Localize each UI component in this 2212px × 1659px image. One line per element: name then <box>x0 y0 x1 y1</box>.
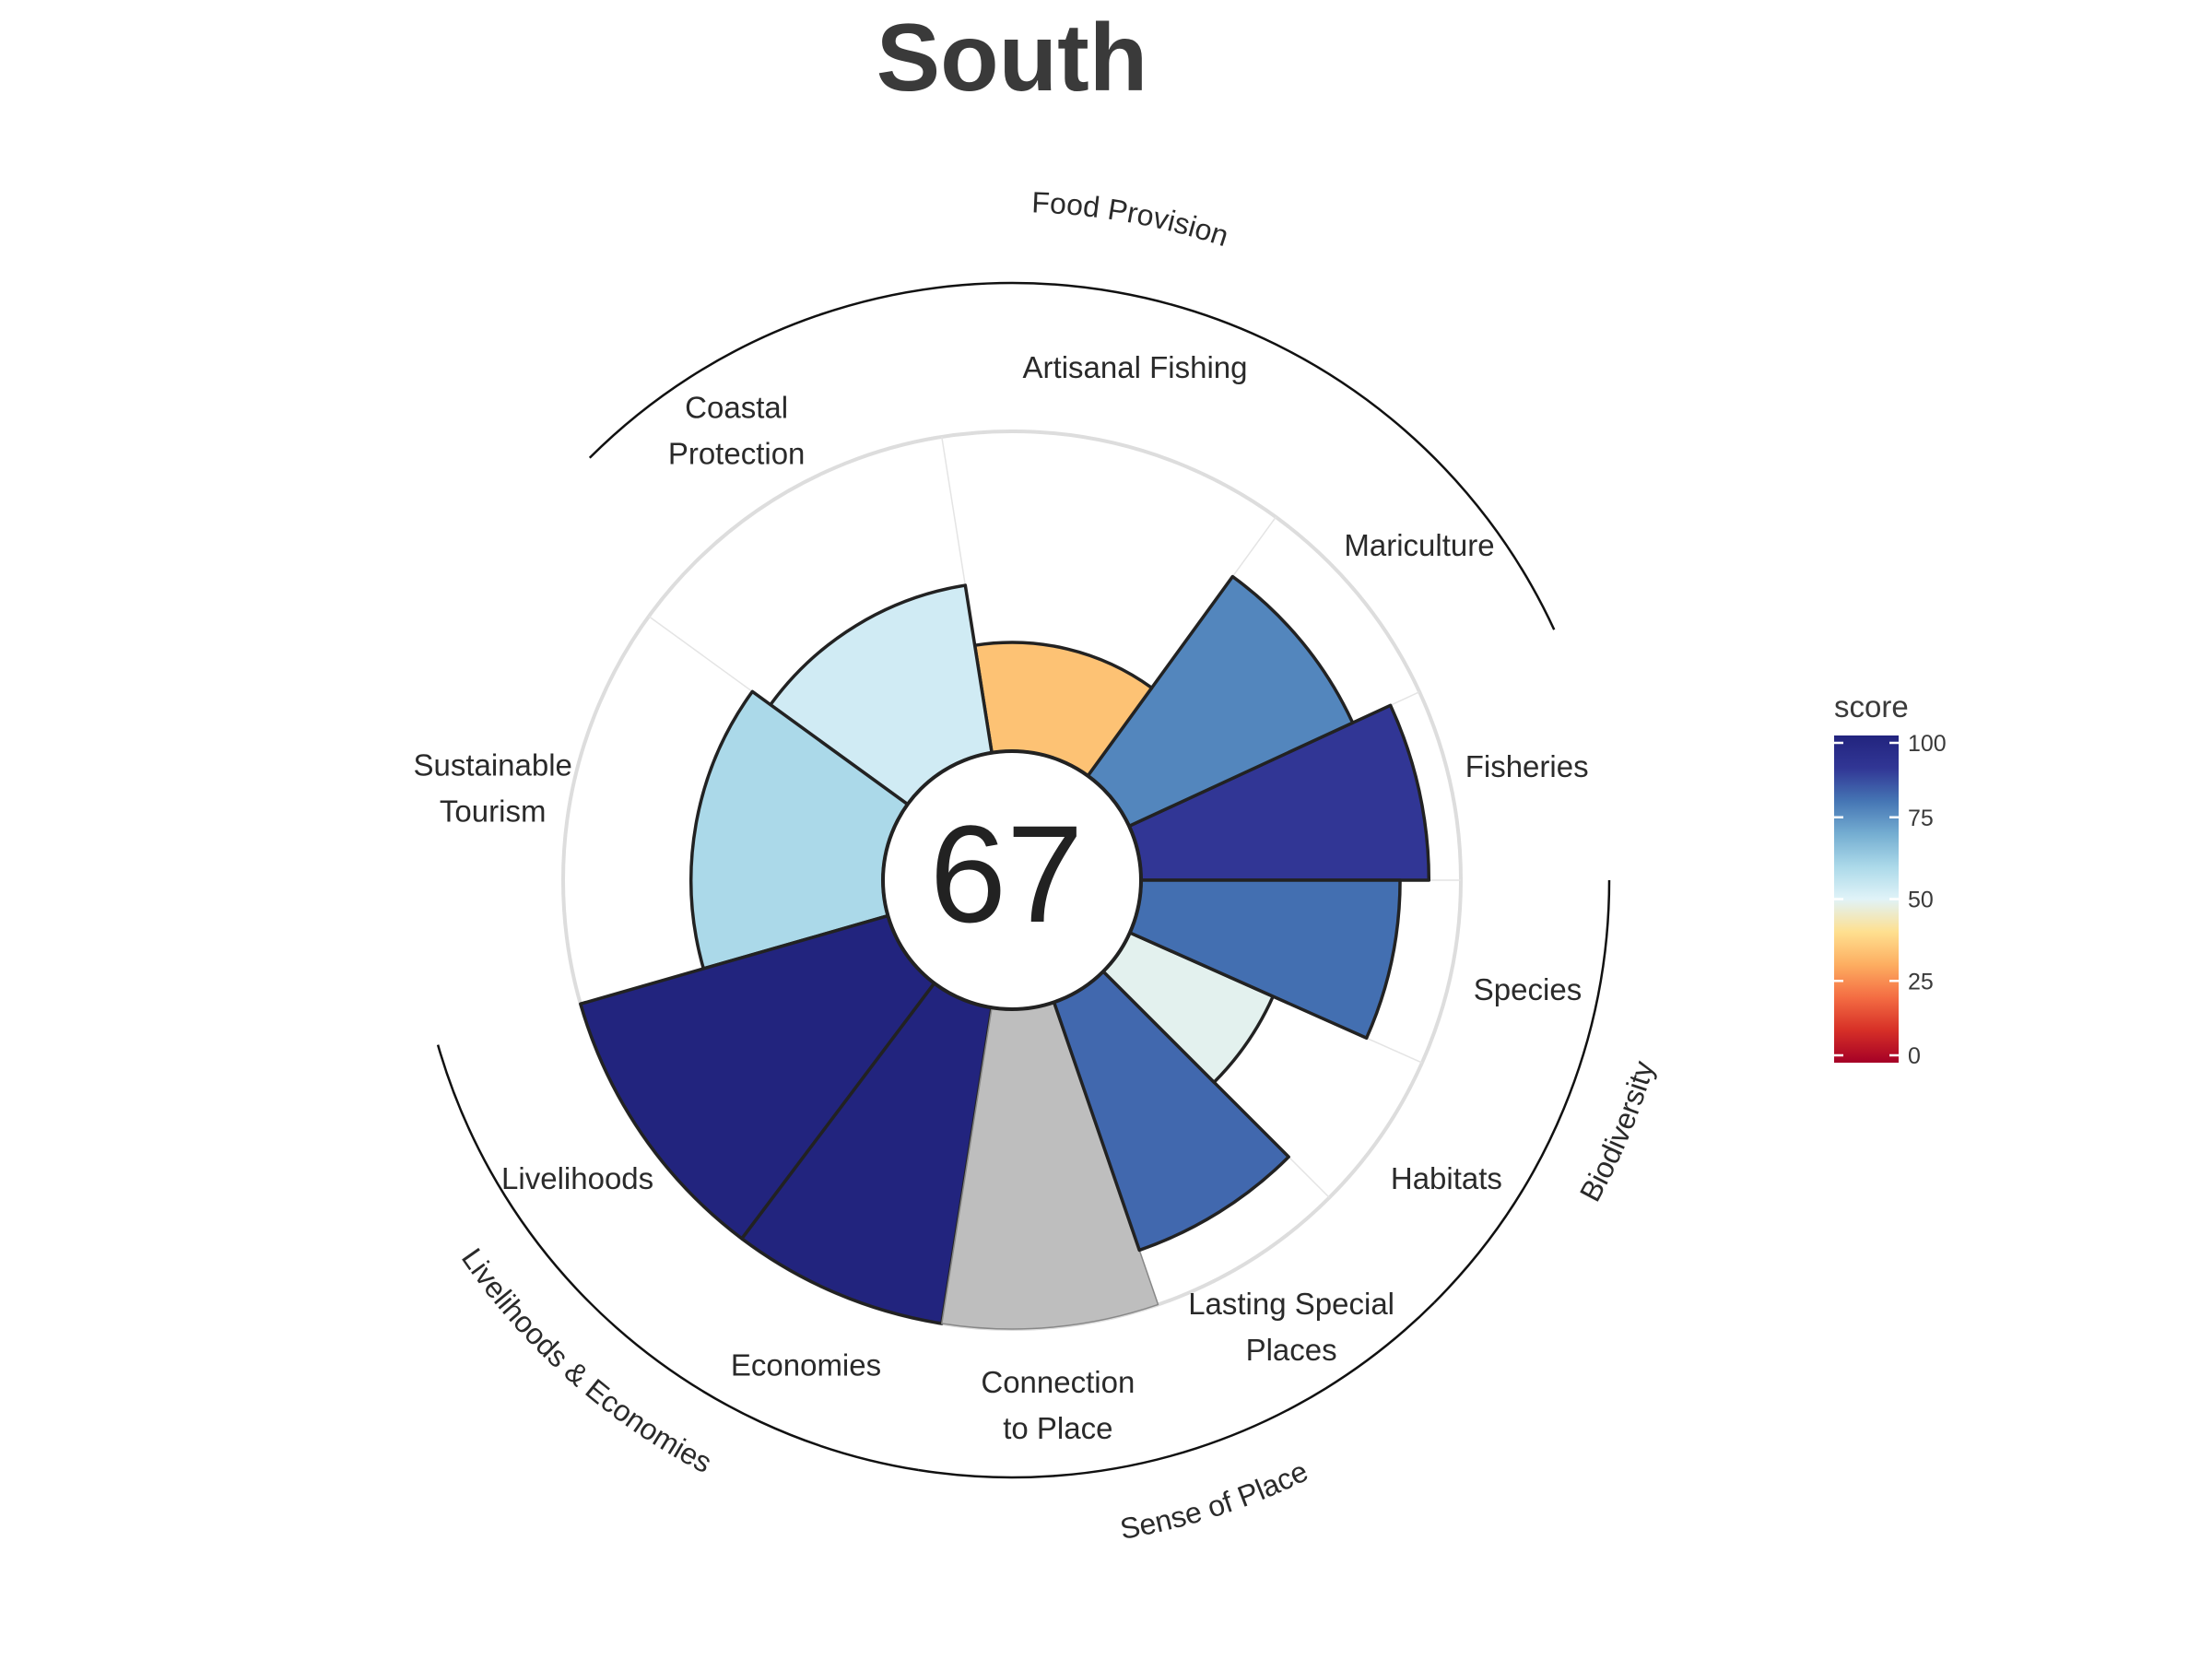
petal-label-coastal-protection: Coastal Protection <box>668 390 806 470</box>
petals <box>579 574 1431 1330</box>
center-circle <box>881 749 1143 1011</box>
petal-label-connection-to-place: Connection to Place <box>981 1365 1135 1445</box>
petal-label-sustainable-tourism: Sustainable Tourism <box>413 748 571 829</box>
petal-label-fisheries: Fisheries <box>1465 749 1589 783</box>
center-score: 67 <box>930 796 1084 951</box>
group-label-food-provision: Food Provision <box>1031 185 1233 253</box>
group-arc-biodiversity <box>1433 879 1611 1304</box>
legend-colorbar <box>1834 735 1899 1063</box>
petal-label-species: Species <box>1474 972 1582 1006</box>
group-arc-food-provision <box>588 281 1556 630</box>
group-arc-sense-of-place <box>918 1301 1436 1479</box>
legend-title: score <box>1834 689 1909 724</box>
legend-tick-label: 100 <box>1908 731 1947 757</box>
group-arc-livelihoods-and-economies <box>436 1044 919 1472</box>
petal-label-artisanal-fishing: Artisanal Fishing <box>1023 350 1248 384</box>
center: 67 <box>881 749 1143 1011</box>
petal-label-lasting-special-places: Lasting Special Places <box>1188 1287 1394 1367</box>
legend-tick-label: 50 <box>1908 888 1934 913</box>
legend-tick-label: 25 <box>1908 969 1934 994</box>
group-label-biodiversity: Biodiversity <box>1573 1057 1661 1206</box>
legend-tick-label: 75 <box>1908 806 1934 831</box>
legend-tick-label: 0 <box>1908 1043 1921 1069</box>
color-legend: score 0 25 50 75 100 <box>1834 689 1947 1069</box>
group-label-sense-of-place: Sense of Place <box>1117 1454 1312 1546</box>
petal-label-economies: Economies <box>731 1348 881 1382</box>
petal-labels: Fisheries Mariculture Artisanal Fishing Coa… <box>413 350 1588 1445</box>
chart-title: South <box>877 5 1148 112</box>
group-label-livelihoods-and-economies: Livelihoods & Economies <box>455 1242 717 1479</box>
petal-label-habitats: Habitats <box>1391 1161 1502 1195</box>
petal-label-livelihoods: Livelihoods <box>501 1161 653 1195</box>
petal-label-mariculture: Mariculture <box>1344 528 1494 562</box>
